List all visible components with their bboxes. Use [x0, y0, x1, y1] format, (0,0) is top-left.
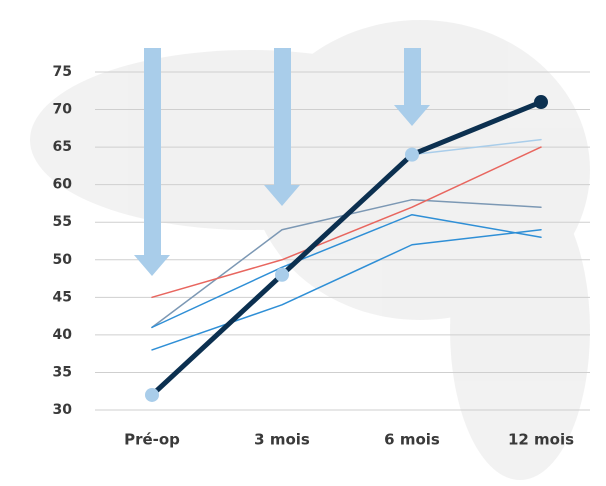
- marker: [145, 387, 159, 402]
- arrow: [134, 48, 170, 276]
- y-tick-label: 30: [53, 402, 73, 418]
- marker: [275, 267, 289, 282]
- y-tick-label: 60: [53, 177, 73, 193]
- arrow: [264, 48, 300, 206]
- y-tick-label: 55: [53, 214, 72, 230]
- series-line: [411, 138, 542, 156]
- y-tick-label: 65: [53, 139, 72, 155]
- y-tick-label: 45: [53, 289, 72, 305]
- series-line: [151, 146, 542, 299]
- marker: [534, 95, 548, 110]
- x-tick-label: 6 mois: [384, 431, 440, 449]
- marker: [405, 147, 419, 162]
- y-tick-label: 35: [53, 364, 72, 380]
- y-tick-label: 70: [53, 102, 73, 118]
- y-tick-label: 50: [53, 252, 73, 268]
- shoulder-shape: [450, 180, 590, 480]
- series-line: [149, 99, 544, 398]
- arrows: [134, 48, 430, 276]
- x-tick-label: Pré-op: [124, 431, 180, 449]
- x-tick-label: 12 mois: [508, 431, 574, 449]
- series-line: [151, 228, 542, 351]
- series-line: [151, 213, 542, 329]
- x-tick-label: 3 mois: [254, 431, 310, 449]
- y-tick-label: 40: [53, 327, 73, 343]
- arrow: [394, 48, 430, 126]
- y-tick-label: 75: [53, 64, 72, 80]
